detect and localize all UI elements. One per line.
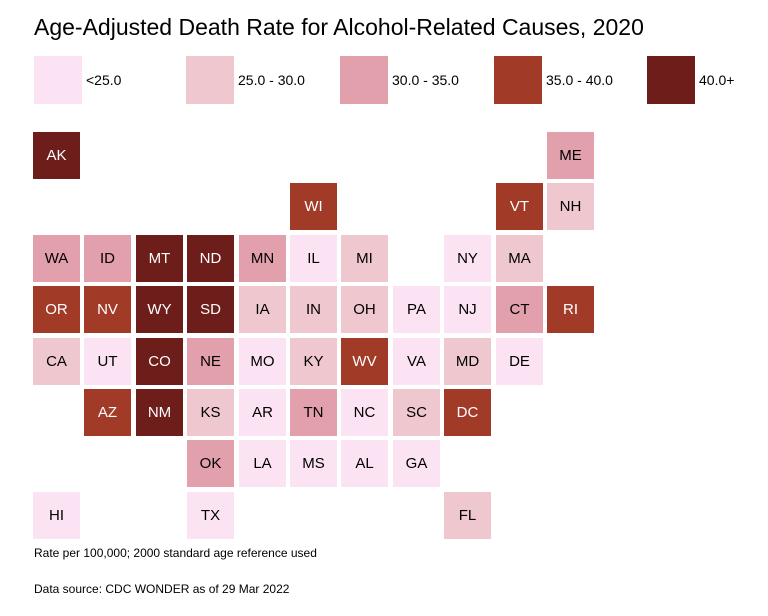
state-tile-ar: AR <box>238 388 287 437</box>
state-tile-wi: WI <box>289 182 338 231</box>
state-tile-wy: WY <box>135 285 184 334</box>
state-tile-nv: NV <box>83 285 132 334</box>
legend-swatch <box>186 56 234 104</box>
state-tile-ks: KS <box>186 388 235 437</box>
state-tile-sd: SD <box>186 285 235 334</box>
state-tile-ct: CT <box>495 285 544 334</box>
state-tile-de: DE <box>495 337 544 386</box>
state-tile-ak: AK <box>32 131 81 180</box>
state-tile-al: AL <box>340 439 389 488</box>
state-tile-or: OR <box>32 285 81 334</box>
state-tile-id: ID <box>83 234 132 283</box>
state-tile-il: IL <box>289 234 338 283</box>
state-tile-pa: PA <box>392 285 441 334</box>
state-tile-wa: WA <box>32 234 81 283</box>
state-tile-ut: UT <box>83 337 132 386</box>
state-tile-ny: NY <box>443 234 492 283</box>
legend-label: 30.0 - 35.0 <box>392 72 459 88</box>
state-tile-tn: TN <box>289 388 338 437</box>
legend-label: 40.0+ <box>699 72 735 88</box>
state-tile-mt: MT <box>135 234 184 283</box>
legend-label: 35.0 - 40.0 <box>546 72 613 88</box>
state-tile-nm: NM <box>135 388 184 437</box>
state-tile-ok: OK <box>186 439 235 488</box>
legend-swatch <box>340 56 388 104</box>
tile-grid-map: AK ME WI VT NH WA ID MT ND MN IL MI NY MA OR NV WY SD IA IN… <box>32 131 595 540</box>
state-tile-nh: NH <box>546 182 595 231</box>
legend-swatch <box>494 56 542 104</box>
legend-swatch <box>647 56 695 104</box>
state-tile-ga: GA <box>392 439 441 488</box>
state-tile-nc: NC <box>340 388 389 437</box>
state-tile-vt: VT <box>495 182 544 231</box>
source-note: Data source: CDC WONDER as of 29 Mar 202… <box>34 582 290 596</box>
state-tile-co: CO <box>135 337 184 386</box>
legend-label: <25.0 <box>86 72 122 88</box>
state-tile-mn: MN <box>238 234 287 283</box>
state-tile-tx: TX <box>186 491 235 540</box>
state-tile-ri: RI <box>546 285 595 334</box>
state-tile-nd: ND <box>186 234 235 283</box>
state-tile-ne: NE <box>186 337 235 386</box>
state-tile-hi: HI <box>32 491 81 540</box>
state-tile-fl: FL <box>443 491 492 540</box>
map-title: Age-Adjusted Death Rate for Alcohol-Rela… <box>34 14 644 40</box>
legend-label: 25.0 - 30.0 <box>238 72 305 88</box>
state-tile-me: ME <box>546 131 595 180</box>
legend-swatch <box>34 56 82 104</box>
state-tile-in: IN <box>289 285 338 334</box>
legend: <25.0 25.0 - 30.0 30.0 - 35.0 35.0 - 40.0 40… <box>0 0 768 110</box>
state-tile-oh: OH <box>340 285 389 334</box>
state-tile-sc: SC <box>392 388 441 437</box>
state-tile-ma: MA <box>495 234 544 283</box>
state-tile-va: VA <box>392 337 441 386</box>
state-tile-dc: DC <box>443 388 492 437</box>
rate-note: Rate per 100,000; 2000 standard age refe… <box>34 546 317 560</box>
state-tile-az: AZ <box>83 388 132 437</box>
state-tile-mo: MO <box>238 337 287 386</box>
state-tile-ia: IA <box>238 285 287 334</box>
state-tile-mi: MI <box>340 234 389 283</box>
state-tile-ms: MS <box>289 439 338 488</box>
state-tile-wv: WV <box>340 337 389 386</box>
state-tile-ca: CA <box>32 337 81 386</box>
state-tile-la: LA <box>238 439 287 488</box>
state-tile-ky: KY <box>289 337 338 386</box>
state-tile-md: MD <box>443 337 492 386</box>
state-tile-nj: NJ <box>443 285 492 334</box>
